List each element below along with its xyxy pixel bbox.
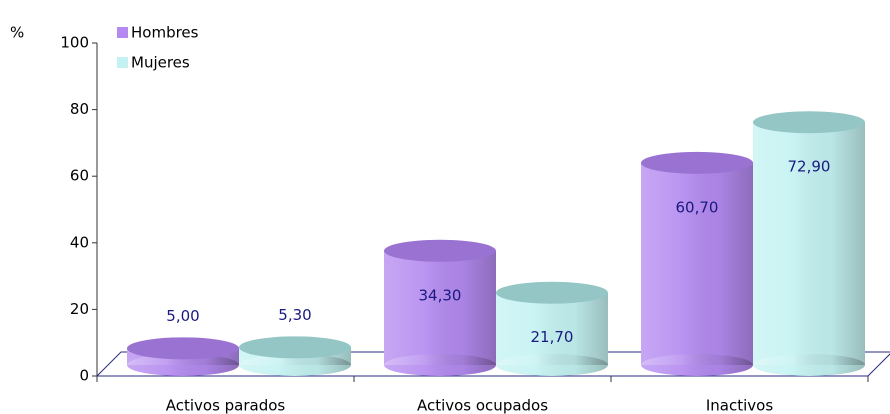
- bar-top: [753, 111, 865, 134]
- y-axis-label: %: [10, 24, 24, 42]
- legend-label: Mujeres: [131, 54, 190, 72]
- bar-top: [496, 281, 608, 304]
- y-tick-label: 40: [70, 233, 89, 251]
- bar-body-shade: [496, 292, 608, 365]
- y-tick-label: 80: [70, 100, 89, 118]
- bar-body-shade: [384, 250, 496, 365]
- x-tick-label: Inactivos: [706, 397, 773, 414]
- value-label: 72,90: [788, 158, 831, 176]
- legend-swatch: [117, 27, 128, 38]
- value-label: 5,30: [278, 306, 311, 324]
- bar: [496, 281, 608, 376]
- value-label: 34,30: [419, 286, 462, 304]
- legend-label: Hombres: [131, 24, 199, 42]
- value-label: 5,00: [166, 307, 199, 325]
- value-label: 21,70: [531, 328, 574, 346]
- bar-top: [384, 239, 496, 262]
- bar-body-shade: [753, 122, 865, 365]
- bar-top: [641, 151, 753, 174]
- bar: [753, 111, 865, 376]
- bar-top: [239, 336, 351, 359]
- y-tick-label: 0: [79, 367, 89, 385]
- bar: [239, 336, 351, 376]
- y-tick-label: 60: [70, 167, 89, 185]
- y-tick-label: 20: [70, 300, 89, 318]
- x-tick-label: Activos parados: [166, 397, 286, 414]
- bar: [384, 239, 496, 376]
- bar: [127, 337, 239, 376]
- legend-swatch: [117, 57, 128, 68]
- y-tick-label: 100: [60, 34, 89, 52]
- value-label: 60,70: [676, 198, 719, 216]
- bar: [641, 151, 753, 376]
- x-tick-label: Activos ocupados: [417, 397, 548, 414]
- bar-body-shade: [641, 162, 753, 365]
- bar-top: [127, 337, 239, 360]
